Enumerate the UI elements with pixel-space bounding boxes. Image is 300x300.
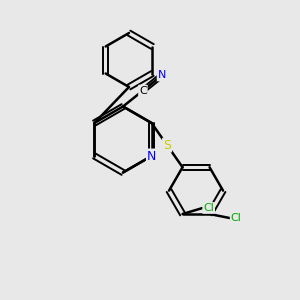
Text: Cl: Cl — [231, 213, 242, 223]
Text: C: C — [139, 85, 147, 96]
Text: N: N — [158, 70, 166, 80]
Text: N: N — [147, 149, 156, 163]
Text: S: S — [163, 139, 171, 152]
Text: Cl: Cl — [203, 203, 214, 213]
